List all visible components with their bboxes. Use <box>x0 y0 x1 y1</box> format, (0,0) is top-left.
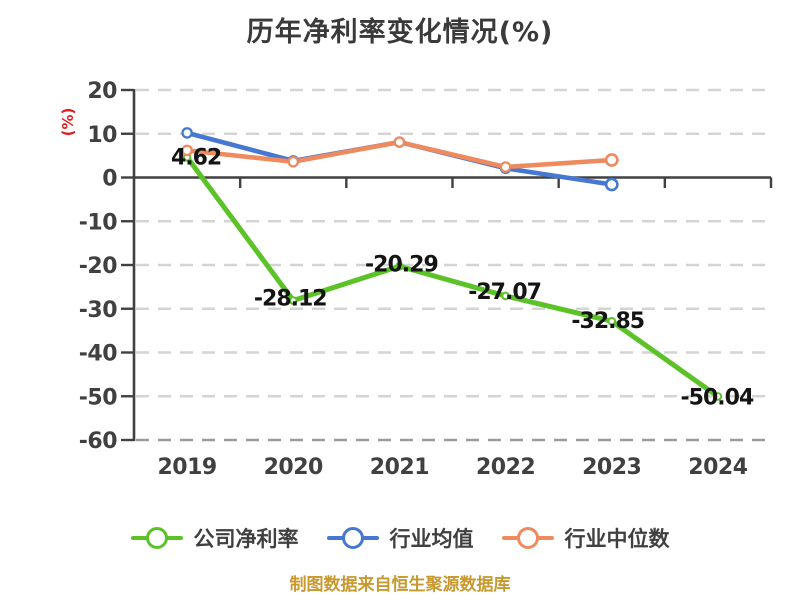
y-tick-label: 0 <box>102 167 117 192</box>
y-tick-label: -50 <box>79 385 117 410</box>
data-point-company <box>395 261 404 271</box>
legend-item-company: 公司净利率 <box>130 523 299 553</box>
y-tick-label: -10 <box>79 210 117 235</box>
series-line-company <box>184 154 721 399</box>
legend-label: 行业均值 <box>389 527 474 551</box>
y-tick-label: -60 <box>79 429 117 454</box>
data-point-company <box>713 392 723 401</box>
chart-title: 历年净利率变化情况(%) <box>246 17 554 48</box>
value-label: -28.12 <box>254 287 327 312</box>
data-point-industry-average <box>181 127 193 139</box>
data-point-industry-median <box>393 136 406 148</box>
legend-marker-icon <box>326 527 379 549</box>
y-tick-label: -20 <box>79 254 117 279</box>
x-tick-label: 2021 <box>370 455 429 480</box>
x-tick-label: 2020 <box>264 455 323 480</box>
legend-marker-icon <box>501 527 554 549</box>
data-point-company <box>288 296 298 305</box>
value-label: -20.29 <box>365 252 438 277</box>
y-tick-label: 20 <box>87 79 117 104</box>
value-label: -50.04 <box>681 385 754 410</box>
legend-marker-icon <box>130 527 183 549</box>
value-label: -32.85 <box>571 309 644 334</box>
legend-item-industry-median: 行业中位数 <box>501 523 670 553</box>
data-point-company <box>501 291 510 301</box>
x-tick-label: 2024 <box>688 455 747 480</box>
value-label: -27.07 <box>468 280 541 305</box>
y-tick-label: -40 <box>79 342 117 367</box>
data-point-industry-median <box>604 153 619 167</box>
data-point-company <box>607 316 617 326</box>
x-tick-label: 2019 <box>157 455 216 480</box>
y-tick-label: -30 <box>79 298 117 323</box>
data-point-industry-average <box>604 177 619 192</box>
legend-label: 行业中位数 <box>564 527 670 551</box>
legend: 公司净利率 行业均值 行业中位数 <box>0 520 800 556</box>
x-tick-label: 2022 <box>476 455 535 480</box>
data-point-industry-median <box>181 144 193 157</box>
legend-item-industry-average: 行业均值 <box>326 523 474 553</box>
legend-label: 公司净利率 <box>193 527 299 551</box>
value-label: 4.62 <box>171 145 221 170</box>
data-source-note: 制图数据来自恒生聚源数据库 <box>289 575 511 595</box>
x-tick-label: 2023 <box>582 455 641 480</box>
data-point-industry-median <box>499 161 512 173</box>
y-tick-label: 10 <box>87 123 117 148</box>
data-point-industry-median <box>287 155 299 168</box>
